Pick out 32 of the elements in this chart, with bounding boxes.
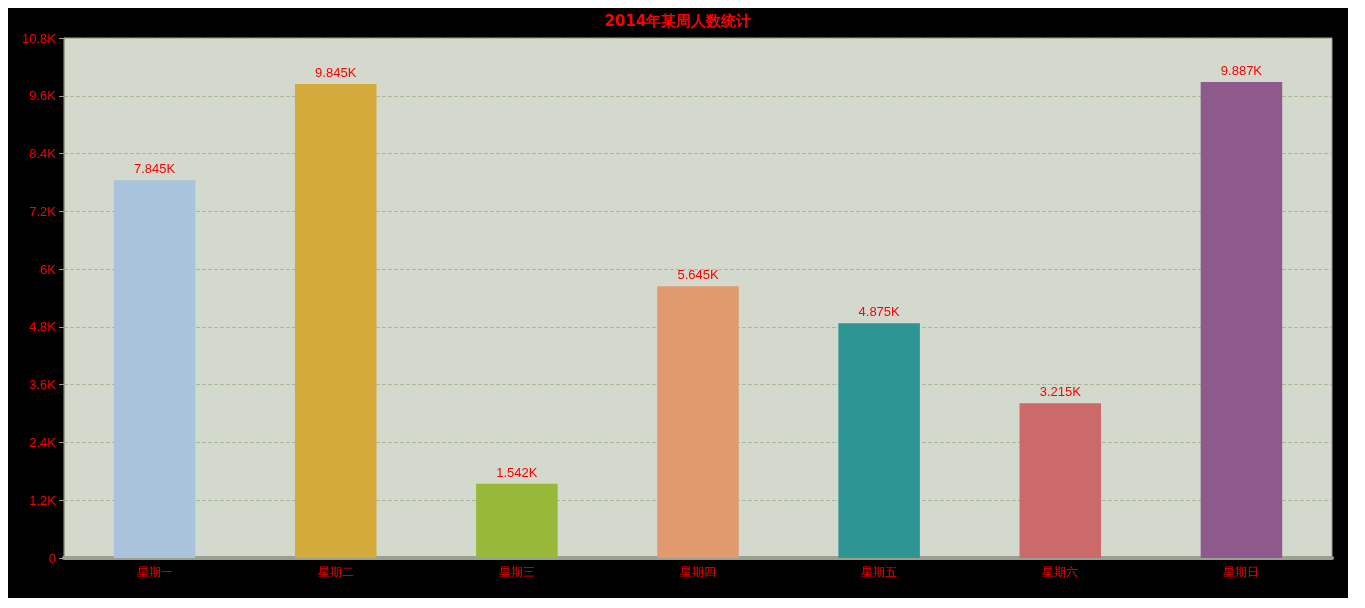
y-tick-label: 4.8K [29, 319, 57, 335]
x-tick-label: 星期三 [498, 565, 535, 579]
x-tick-label: 星期六 [1042, 565, 1079, 579]
data-label: 9.887K [1220, 62, 1263, 78]
bar [476, 483, 558, 558]
y-tick-label: 2.4K [29, 434, 57, 450]
bar [1019, 403, 1102, 558]
chart-title: 2014年某周人数统计 [604, 11, 752, 30]
data-label: 5.645K [677, 267, 719, 283]
x-tick-label: 星期日 [1223, 565, 1260, 579]
data-label: 7.845K [133, 161, 176, 177]
y-tick-label: 6K [40, 261, 57, 277]
bar [838, 323, 920, 558]
x-tick-label: 星期一 [136, 565, 173, 579]
data-label: 9.845K [315, 64, 357, 80]
y-tick-label: 9.6K [29, 88, 57, 104]
bar [1200, 81, 1283, 558]
x-tick-label: 星期五 [861, 565, 898, 579]
y-tick-label: 1.2K [29, 492, 57, 508]
y-tick-label: 10.8K [22, 30, 57, 46]
bar [657, 286, 739, 558]
y-tick-label: 8.4K [29, 146, 57, 162]
bar [113, 180, 196, 558]
y-tick-label: 3.6K [29, 377, 57, 393]
data-label: 4.875K [858, 304, 901, 320]
y-tick-label: 0 [48, 550, 56, 566]
data-label: 3.215K [1039, 384, 1082, 400]
data-label: 1.542K [496, 464, 538, 480]
x-tick-label: 星期二 [317, 565, 354, 579]
y-tick-label: 7.2K [29, 203, 57, 219]
bar [294, 83, 377, 558]
x-tick-label: 星期四 [680, 565, 716, 579]
